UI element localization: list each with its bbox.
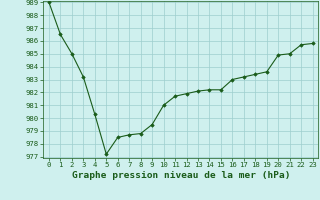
- X-axis label: Graphe pression niveau de la mer (hPa): Graphe pression niveau de la mer (hPa): [72, 171, 290, 180]
